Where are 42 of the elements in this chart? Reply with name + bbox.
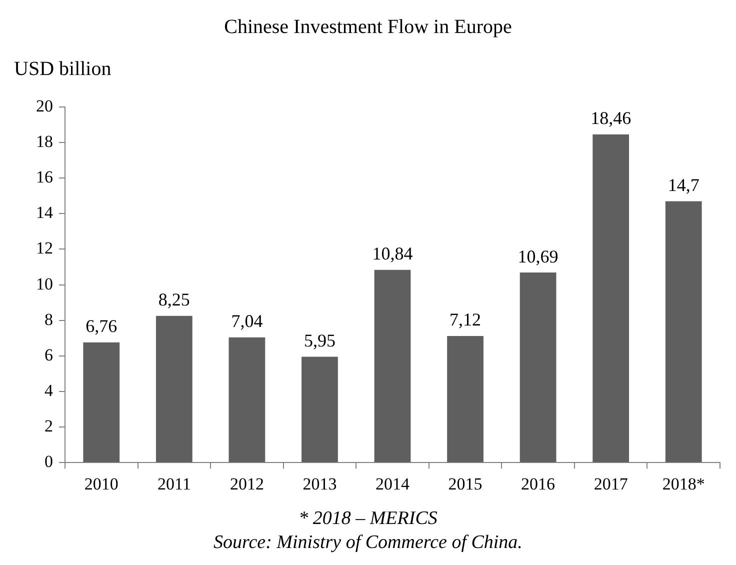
x-tick-label: 2011 <box>157 474 191 494</box>
data-label: 5,95 <box>304 330 336 351</box>
y-tick-label: 6 <box>44 345 53 364</box>
data-label: 18,46 <box>590 108 632 128</box>
bar <box>520 272 556 462</box>
x-tick-label: 2017 <box>594 474 628 494</box>
bar <box>302 356 338 462</box>
x-tick-label: 2014 <box>376 474 410 494</box>
x-tick-label: 2018* <box>662 474 705 494</box>
bar <box>665 201 702 462</box>
data-label: 7,12 <box>450 310 482 330</box>
x-tick-label: 2015 <box>448 474 482 494</box>
y-tick-label: 8 <box>44 310 53 329</box>
text: * 2018 – MERICS <box>298 507 438 531</box>
y-tick-label: 2 <box>44 416 53 436</box>
bar <box>374 270 411 462</box>
y-tick-label: 14 <box>36 203 54 222</box>
y-tick-label: 16 <box>36 168 53 187</box>
bar <box>156 316 192 462</box>
data-label: 8,25 <box>158 290 190 310</box>
bar <box>83 342 120 462</box>
x-tick-label: 2016 <box>521 474 556 494</box>
bar <box>447 336 484 462</box>
bar <box>228 337 266 462</box>
y-tick-label: 12 <box>36 238 53 258</box>
data-label: 14,7 <box>668 174 700 195</box>
y-tick-label: 20 <box>36 96 53 116</box>
source-note: Source: Ministry of Commerce of China. <box>212 531 524 555</box>
data-label: 10,84 <box>372 244 413 264</box>
x-tick-label: 2012 <box>230 474 264 494</box>
y-tick-label: 18 <box>36 132 53 152</box>
y-tick-label: 0 <box>44 452 53 472</box>
y-tick-label: 4 <box>44 380 54 400</box>
data-label: 6,76 <box>86 316 118 336</box>
x-tick-label: 2010 <box>84 474 118 494</box>
chart-title: Chinese Investment Flow in Europe <box>223 16 513 39</box>
data-label: 10,69 <box>518 246 558 266</box>
y-axis-title: USD billion <box>14 58 112 81</box>
y-tick-label: 10 <box>36 274 53 294</box>
data-label: 7,04 <box>231 311 263 332</box>
bar <box>592 134 630 462</box>
x-tick-label: 2013 <box>302 474 337 494</box>
